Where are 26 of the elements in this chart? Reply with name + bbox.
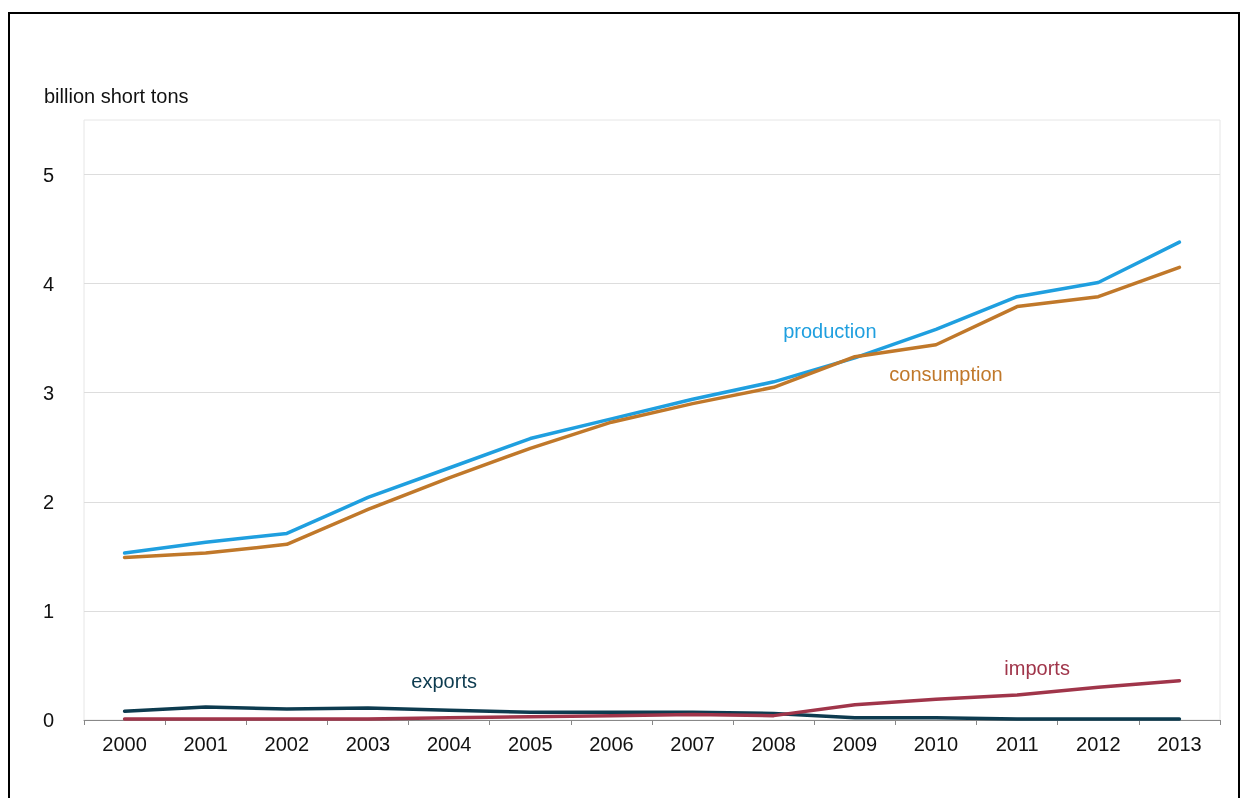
x-tick-label: 2012 <box>1076 733 1121 755</box>
x-tick-label: 2002 <box>264 733 310 755</box>
x-tick-label: 2013 <box>1157 733 1202 755</box>
x-tick-label: 2006 <box>589 733 634 755</box>
series-label: imports <box>1004 656 1070 679</box>
series-label: consumption <box>889 362 1003 385</box>
x-tick-label: 2005 <box>508 733 553 755</box>
x-tick-label: 2009 <box>832 733 878 755</box>
y-tick-label: 4 <box>42 272 54 295</box>
x-tick-label: 2001 <box>183 733 228 755</box>
y-tick-label: 2 <box>42 490 54 513</box>
x-tick-label: 2011 <box>995 733 1039 755</box>
x-tick-label: 2003 <box>345 733 391 755</box>
series-label: exports <box>411 670 477 693</box>
x-tick-label: 2010 <box>913 733 959 755</box>
x-tick-label: 2008 <box>751 733 796 755</box>
x-tick-label: 2007 <box>670 733 715 755</box>
x-tick-label: 2004 <box>426 733 472 755</box>
y-tick-label: 5 <box>42 163 54 186</box>
y-tick-label: 3 <box>42 381 54 404</box>
series-label: production <box>783 319 877 342</box>
x-tick-label: 2000 <box>102 733 147 755</box>
y-axis-title: billion short tons <box>44 85 189 107</box>
line-series <box>122 705 1182 721</box>
y-tick-label: 0 <box>42 709 54 731</box>
y-tick-label: 1 <box>42 599 54 622</box>
